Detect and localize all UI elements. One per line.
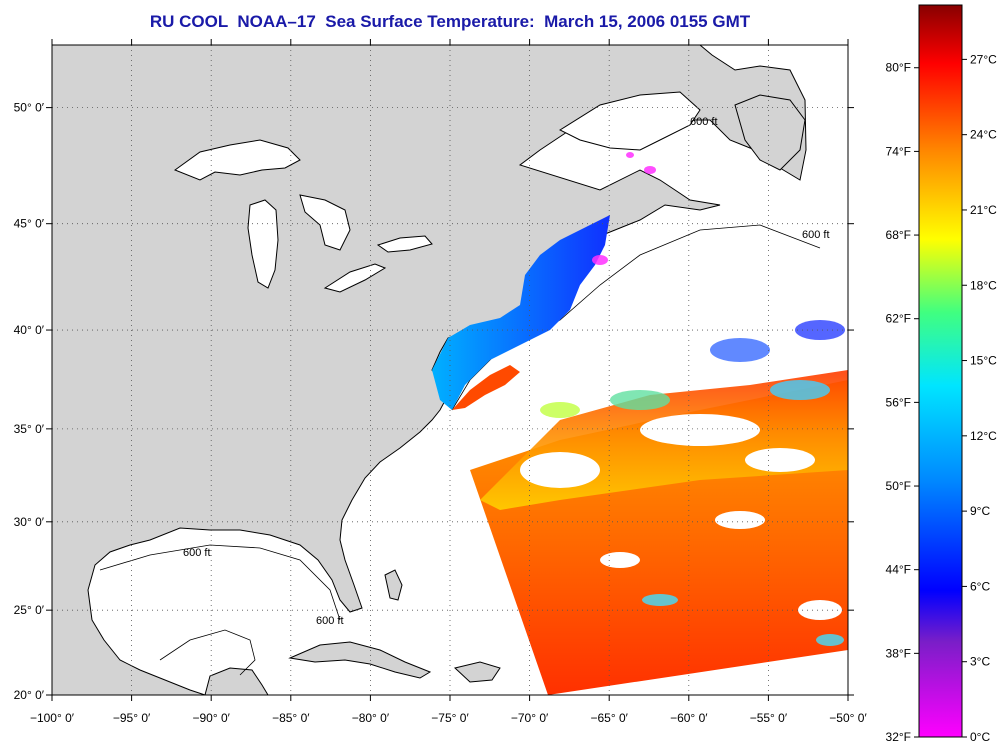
lat-tick-label: 35° 0′ [14,422,45,436]
lon-tick-label: −50° 0′ [829,711,867,725]
contour-gulf-2 [159,629,256,676]
island-bahamas [384,569,403,601]
sst-shelf-water [432,215,610,410]
lake-superior [173,139,301,181]
colorbar-c-label: 12°C [970,429,997,443]
colorbar-c-label: 9°C [970,504,990,518]
colorbar-c-label: 0°C [970,730,990,744]
lat-tick-label: 45° 0′ [14,217,45,231]
sst-gulf-stream-core [452,365,520,410]
colorbar-f-label: 80°F [886,61,911,75]
latitude-labels: 20° 0′ 25° 0′ 30° 0′ 35° 0′ 40° 0′ 45° 0′ 50° … [14,101,45,702]
lon-tick-label: −70° 0′ [511,711,549,725]
sst-patches [540,320,845,646]
colorbar-c-label: 3°C [970,655,990,669]
colorbar-f-label: 56°F [886,395,911,409]
island-hispaniola [453,661,501,683]
map-area [52,45,848,695]
lat-tick-label: 50° 0′ [14,101,45,115]
map-title: RU COOL NOAA–17 Sea Surface Temperature:… [149,12,751,31]
lon-tick-label: −75° 0′ [431,711,469,725]
colorbar-f-label: 32°F [886,730,911,744]
lon-tick-label: −85° 0′ [272,711,310,725]
yucatan [204,667,269,695]
colorbar-fahrenheit-labels: 80°F 74°F 68°F 62°F 56°F 50°F 44°F 38°F 32°F [886,61,911,744]
colorbar-f-label: 38°F [886,646,911,660]
sst-cold-patches [592,152,656,265]
longitude-labels: −100° 0′ −95° 0′ −90° 0′ −85° 0′ −80° 0′ −75°… [30,711,867,725]
lat-tick-label: 40° 0′ [14,323,45,337]
colorbar-f-label: 44°F [886,563,911,577]
lat-tick-label: 20° 0′ [14,688,45,702]
colorbar-f-label: 74°F [886,144,911,158]
lon-tick-label: −60° 0′ [670,711,708,725]
colorbar [918,4,963,738]
contour-label: 600 ft [316,615,344,627]
lon-tick-label: −90° 0′ [192,711,230,725]
colorbar-c-label: 21°C [970,203,997,217]
contour-gulf [99,544,341,621]
lon-tick-label: −55° 0′ [750,711,788,725]
lon-tick-label: −80° 0′ [352,711,390,725]
lon-tick-label: −95° 0′ [113,711,151,725]
contour-label: 600 ft [802,229,830,241]
axis-ticks [46,39,854,701]
lon-tick-label: −100° 0′ [30,711,75,725]
contour-label: 600 ft [183,547,211,559]
lon-tick-label: −65° 0′ [590,711,628,725]
colorbar-f-label: 68°F [886,228,911,242]
colorbar-c-label: 27°C [970,52,997,66]
colorbar-c-label: 18°C [970,278,997,292]
colorbar-c-label: 15°C [970,354,997,368]
contour-label: 600 ft [690,116,718,128]
cloud-cover [520,414,842,620]
lake-ontario [376,235,433,253]
island-cuba [288,641,432,679]
graticule [52,45,848,695]
colorbar-ticks [914,58,967,738]
colorbar-c-label: 24°C [970,128,997,142]
gulf-st-lawrence [558,91,701,151]
colorbar-f-label: 50°F [886,479,911,493]
colorbar-f-label: 62°F [886,312,911,326]
colorbar-celsius-labels: 27°C 24°C 21°C 18°C 15°C 12°C 9°C 6°C 3°C 0°C [970,52,997,744]
lat-tick-label: 25° 0′ [14,603,45,617]
lake-michigan [247,199,279,289]
colorbar-c-label: 6°C [970,579,990,593]
lat-tick-label: 30° 0′ [14,515,45,529]
island-newfoundland [734,94,806,171]
lake-huron [299,194,351,251]
